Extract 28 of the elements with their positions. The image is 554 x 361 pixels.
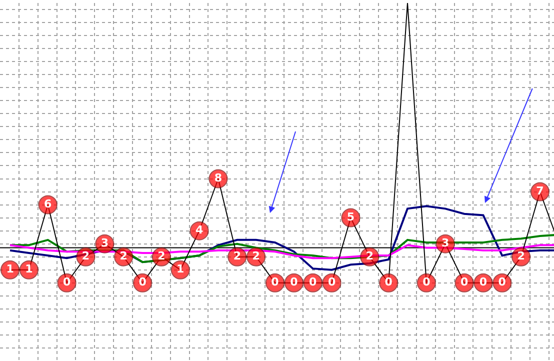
data-label: 4 [195, 224, 204, 237]
data-label: 5 [346, 210, 355, 224]
data-label: 0 [384, 276, 393, 289]
data-label: 2 [366, 250, 374, 263]
data-label: 0 [498, 276, 506, 289]
data-label: 0 [62, 276, 71, 289]
data-label: 2 [252, 250, 260, 263]
data-label: 0 [328, 276, 336, 289]
data-label: 0 [309, 276, 318, 289]
data-label: 2 [517, 250, 525, 263]
data-label: 2 [120, 250, 128, 263]
data-label: 7 [536, 184, 544, 198]
data-label: 0 [271, 276, 280, 289]
data-label: 3 [100, 236, 108, 250]
data-label: 0 [290, 276, 298, 289]
data-label: 1 [176, 262, 184, 276]
data-label: 8 [214, 172, 222, 184]
data-label: 1 [25, 262, 33, 276]
data-label: 0 [460, 276, 468, 289]
data-label: 2 [158, 250, 166, 263]
data-label: 0 [422, 276, 431, 289]
data-label: 0 [479, 276, 488, 289]
data-label: 6 [44, 198, 52, 211]
data-label: 2 [82, 250, 90, 263]
data-label: 0 [138, 276, 147, 289]
data-label: 3 [442, 236, 450, 250]
data-label: 2 [233, 250, 241, 263]
data-label: 1 [6, 262, 14, 276]
